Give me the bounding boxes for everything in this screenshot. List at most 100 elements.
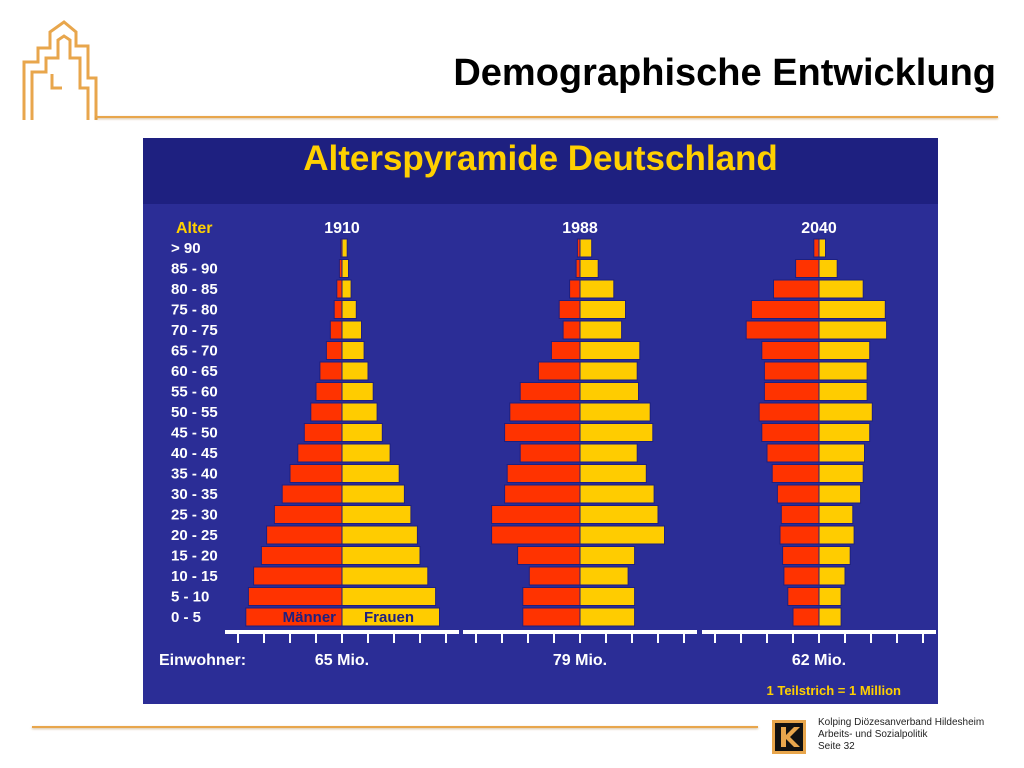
bar-women <box>819 465 863 483</box>
x-axis-tick <box>475 632 477 643</box>
x-axis-tick <box>341 632 343 643</box>
bar-men <box>788 588 819 606</box>
bar-men <box>507 465 580 483</box>
bar-women <box>580 280 614 298</box>
bar-men <box>505 485 580 503</box>
bar-men <box>520 444 580 462</box>
age-label: 55 - 60 <box>171 384 218 401</box>
bar-men <box>505 424 580 442</box>
bar-men <box>551 342 580 360</box>
x-axis-tick <box>631 632 633 643</box>
x-axis-tick <box>289 632 291 643</box>
scale-note: 1 Teilstrich = 1 Million <box>767 683 902 698</box>
x-axis-tick <box>844 632 846 643</box>
bar-women <box>580 239 592 257</box>
bar-women <box>819 260 837 278</box>
bar-women <box>342 547 420 565</box>
bar-women <box>342 424 382 442</box>
bar-women <box>819 506 853 524</box>
bar-women <box>580 301 626 319</box>
bar-men <box>311 403 342 421</box>
bar-men <box>520 383 580 401</box>
bar-women <box>819 608 841 626</box>
x-axis-tick <box>740 632 742 643</box>
bar-men <box>762 424 819 442</box>
year-label: 1910 <box>324 220 360 237</box>
bar-men <box>274 506 342 524</box>
bar-women <box>342 465 399 483</box>
footer-organisation: Kolping Diözesanverband Hildesheim <box>818 717 984 729</box>
header-divider <box>96 116 998 118</box>
year-label: 2040 <box>801 220 837 237</box>
age-label: 70 - 75 <box>171 322 218 339</box>
bar-women <box>342 280 351 298</box>
age-label: 75 - 80 <box>171 302 218 319</box>
bar-women <box>819 403 872 421</box>
x-axis-tick <box>553 632 555 643</box>
bar-men <box>290 465 342 483</box>
bar-men <box>570 280 580 298</box>
bar-men <box>559 301 580 319</box>
footer-text: Kolping Diözesanverband Hildesheim Arbei… <box>818 717 984 753</box>
bar-women <box>342 567 428 585</box>
x-axis-tick <box>263 632 265 643</box>
legend-women-label: Frauen <box>364 609 414 626</box>
bar-women <box>819 239 826 257</box>
x-axis-tick <box>579 632 581 643</box>
bar-women <box>819 547 850 565</box>
bar-women <box>819 342 870 360</box>
bar-women <box>342 506 411 524</box>
bar-women <box>819 362 867 380</box>
legend-men-label: Männer <box>283 609 337 626</box>
bar-women <box>580 465 646 483</box>
x-axis-tick <box>237 632 239 643</box>
bar-men <box>320 362 342 380</box>
age-label: 80 - 85 <box>171 281 218 298</box>
bar-men <box>304 424 342 442</box>
bar-women <box>580 608 635 626</box>
bar-men <box>330 321 342 339</box>
bar-women <box>580 526 665 544</box>
bar-women <box>580 260 598 278</box>
bar-men <box>529 567 580 585</box>
bar-women <box>342 588 436 606</box>
x-axis-tick <box>393 632 395 643</box>
bar-women <box>342 444 390 462</box>
bar-women <box>342 301 356 319</box>
bar-women <box>819 280 863 298</box>
bar-men <box>492 526 580 544</box>
bar-women <box>580 506 658 524</box>
age-axis-label: Alter <box>176 220 212 237</box>
bar-men <box>337 280 342 298</box>
bar-men <box>334 301 342 319</box>
bar-men <box>793 608 819 626</box>
bar-women <box>580 342 640 360</box>
bar-women <box>819 383 867 401</box>
bar-women <box>819 301 885 319</box>
bar-women <box>580 444 637 462</box>
age-label: 0 - 5 <box>171 609 201 626</box>
age-label: 10 - 15 <box>171 568 218 585</box>
footer-department: Arbeits- und Sozialpolitik <box>818 729 984 741</box>
age-label: 25 - 30 <box>171 507 218 524</box>
bar-women <box>580 362 637 380</box>
bar-women <box>342 362 368 380</box>
population-total: 62 Mio. <box>792 652 846 669</box>
bar-men <box>261 547 342 565</box>
bar-men <box>780 526 819 544</box>
bar-men <box>774 280 820 298</box>
bar-men <box>248 588 342 606</box>
bar-men <box>762 342 819 360</box>
age-label: 45 - 50 <box>171 425 218 442</box>
age-label: 40 - 45 <box>171 445 218 462</box>
bar-men <box>518 547 580 565</box>
bar-women <box>580 485 654 503</box>
x-axis-tick <box>367 632 369 643</box>
bar-women <box>819 485 861 503</box>
x-axis-tick <box>501 632 503 643</box>
bar-women <box>819 321 887 339</box>
bar-men <box>814 239 819 257</box>
age-label: 65 - 70 <box>171 343 218 360</box>
bar-men <box>267 526 342 544</box>
slide-title: Demographische Entwicklung <box>453 52 996 95</box>
